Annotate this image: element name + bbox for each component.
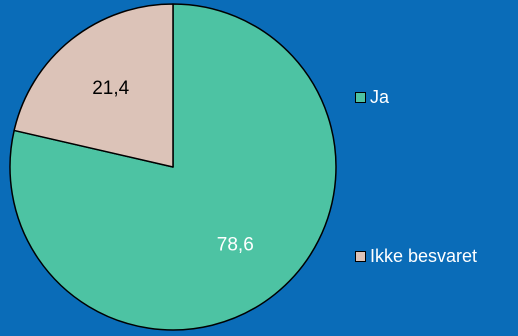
data-label-ikke-besvaret: 21,4 xyxy=(92,78,129,99)
legend-label-ikke-besvaret: Ikke besvaret xyxy=(370,246,478,266)
pie-slice-ikke-besvaret xyxy=(13,3,174,168)
legend-item-ja: Ja xyxy=(355,87,389,108)
legend-item-ikke-besvaret: Ikke besvaret xyxy=(355,246,477,267)
pie-slices xyxy=(9,3,337,331)
pie-data-labels: 78,6 21,4 xyxy=(92,78,254,255)
data-label-ja: 78,6 xyxy=(217,234,254,255)
legend-swatch-ikke-besvaret xyxy=(355,251,366,262)
legend-swatch-ja xyxy=(355,92,366,103)
legend-label-ja: Ja xyxy=(370,87,390,107)
